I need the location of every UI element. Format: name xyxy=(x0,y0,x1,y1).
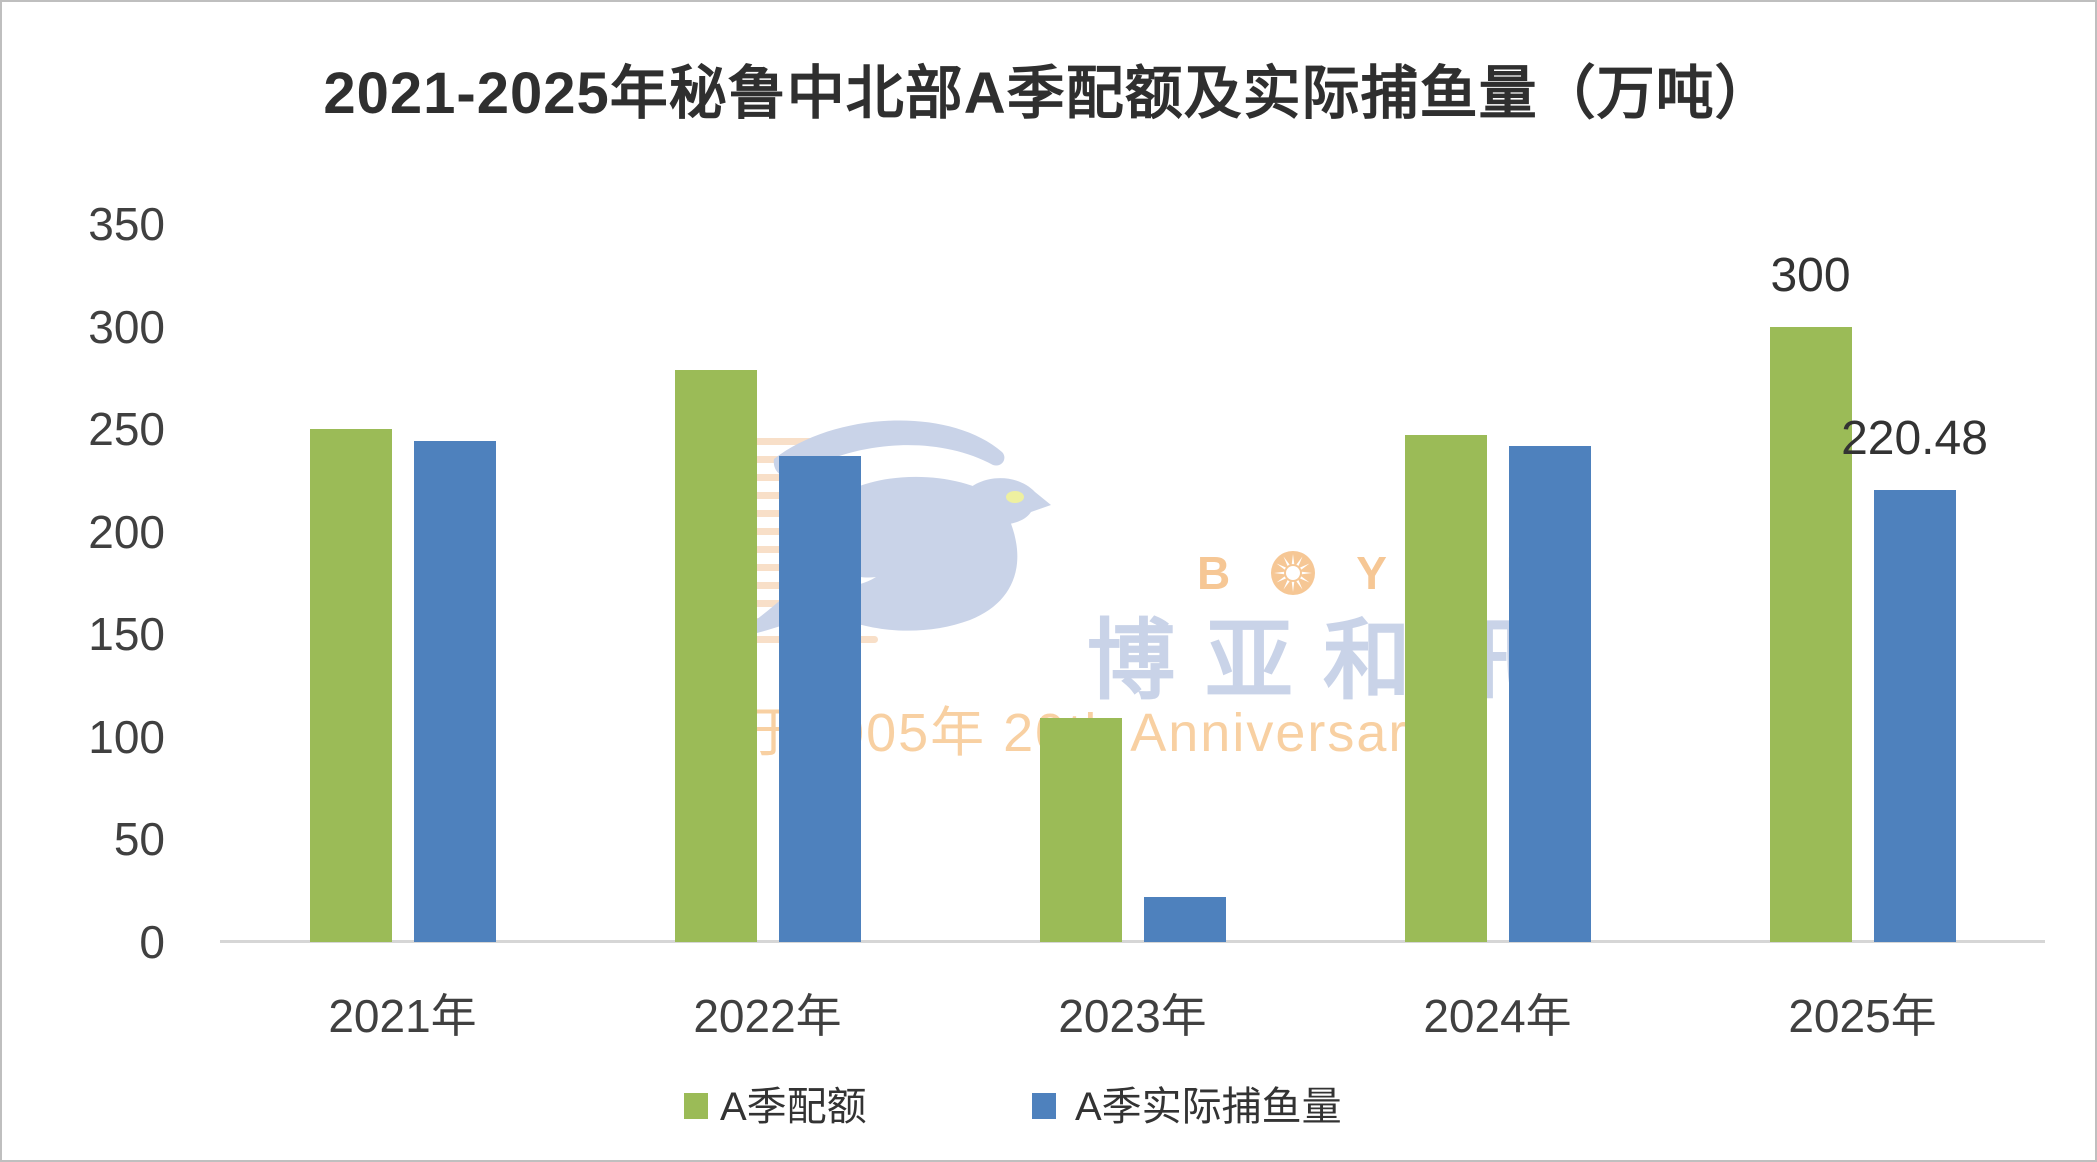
x-axis-line xyxy=(220,940,2045,943)
bar-catch-2025年 xyxy=(1873,489,1956,942)
x-category-label: 2025年 xyxy=(1788,990,1937,1042)
bar-catch-2021年 xyxy=(413,441,496,942)
legend-label: A季实际捕鱼量 xyxy=(1075,1085,1342,1129)
bar-quota-2025年 xyxy=(1769,326,1852,942)
y-tick-label: 50 xyxy=(113,813,165,866)
x-category-label: 2023年 xyxy=(1058,990,1207,1042)
bar-catch-2023年 xyxy=(1143,896,1226,942)
bar-quota-2022年 xyxy=(674,369,757,942)
y-tick-label: 200 xyxy=(88,505,165,558)
x-category-label: 2022年 xyxy=(693,990,842,1042)
sun-burst-icon xyxy=(1271,551,1316,595)
chart-title: 2021-2025年秘鲁中北部A季配额及实际捕鱼量（万吨） xyxy=(323,61,1774,126)
y-tick-label: 0 xyxy=(139,916,165,968)
y-tick-label: 350 xyxy=(88,198,165,250)
legend-label: A季配额 xyxy=(720,1085,867,1129)
legend-swatch xyxy=(1032,1093,1056,1119)
data-label-2025年: 220.48 xyxy=(1841,411,1988,465)
boyar-bird-logo-icon xyxy=(720,420,1051,643)
legend-swatch xyxy=(684,1093,708,1119)
bar-quota-2023年 xyxy=(1039,718,1122,942)
bar-catch-2024年 xyxy=(1508,445,1591,942)
x-category-label: 2024年 xyxy=(1423,990,1572,1042)
y-tick-label: 300 xyxy=(88,300,165,353)
x-category-label: 2021年 xyxy=(328,990,477,1042)
bird-eye xyxy=(1006,491,1024,503)
y-tick-label: 150 xyxy=(88,608,165,661)
y-tick-label: 100 xyxy=(88,710,165,763)
data-label-2025年: 300 xyxy=(1770,248,1851,302)
bar-catch-2022年 xyxy=(778,455,861,942)
y-tick-label: 250 xyxy=(88,403,165,456)
bar-quota-2024年 xyxy=(1404,435,1487,942)
bar-quota-2021年 xyxy=(309,429,392,942)
brand-letter-b: B xyxy=(1197,547,1231,599)
